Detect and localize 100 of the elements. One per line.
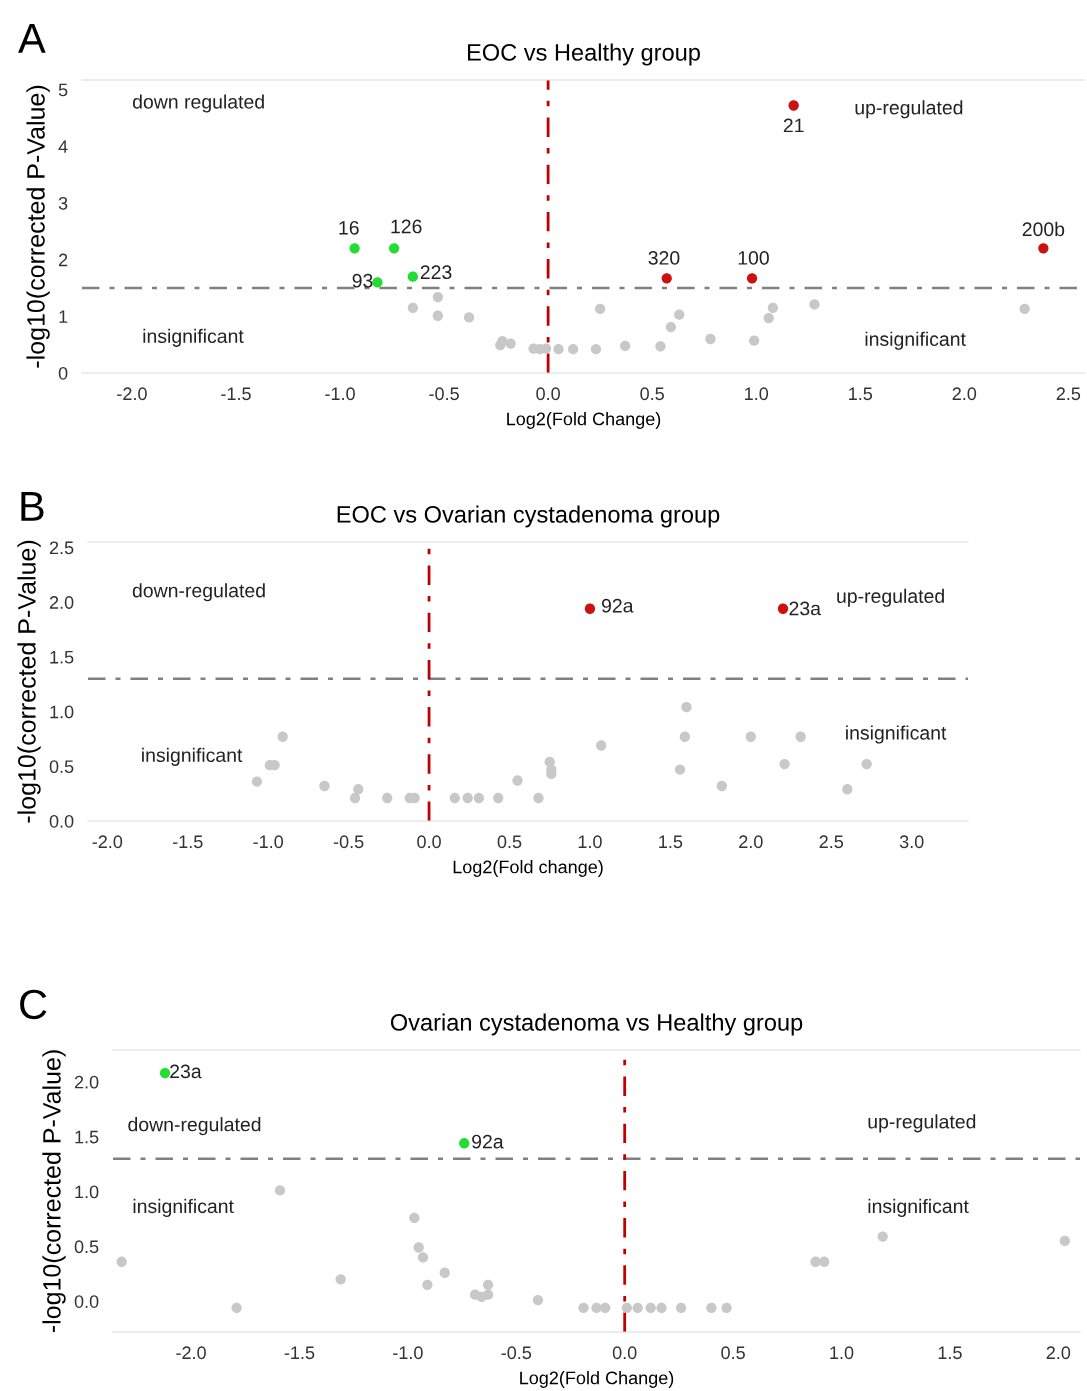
point bbox=[655, 341, 666, 352]
annotation: 93 bbox=[352, 273, 373, 288]
annotation: up-regulated bbox=[855, 100, 963, 119]
point bbox=[645, 1302, 656, 1314]
chart-title: EOC vs Ovarian cystadenoma group bbox=[337, 505, 720, 528]
point bbox=[578, 1302, 589, 1314]
annotation: 223 bbox=[420, 265, 452, 280]
x-tick-label: -2.0 bbox=[92, 835, 123, 849]
x-tick-label: -2.0 bbox=[117, 387, 147, 401]
annotation: insignificant bbox=[846, 725, 947, 744]
y-tick-label: 3 bbox=[58, 196, 68, 210]
x-tick-label: 0.5 bbox=[497, 835, 522, 849]
y-tick-label: 4 bbox=[58, 140, 68, 153]
point bbox=[1059, 1235, 1070, 1247]
point bbox=[788, 100, 799, 111]
annotation: 92a bbox=[472, 1134, 504, 1149]
point bbox=[277, 731, 288, 742]
y-tick-label: 1.5 bbox=[75, 1130, 99, 1144]
point bbox=[473, 792, 485, 804]
point bbox=[116, 1256, 127, 1267]
point bbox=[591, 1302, 602, 1314]
point bbox=[795, 731, 806, 742]
point bbox=[319, 780, 330, 792]
x-axis-title: Log2(Fold Change) bbox=[507, 412, 661, 429]
x-tick-label: -0.5 bbox=[333, 835, 364, 849]
point bbox=[679, 731, 691, 742]
point bbox=[432, 310, 443, 321]
y-tick-label: 0.5 bbox=[74, 1240, 99, 1254]
x-tick-label: -1.0 bbox=[325, 387, 355, 401]
x-tick-label: 1.5 bbox=[659, 835, 683, 849]
y-tick-label: 2.0 bbox=[74, 1075, 99, 1089]
annotation: 200b bbox=[1022, 221, 1065, 237]
x-tick-label: -1.0 bbox=[253, 835, 284, 849]
y-tick-label: 0.5 bbox=[49, 760, 74, 774]
point bbox=[439, 1267, 450, 1278]
point bbox=[349, 792, 361, 804]
point bbox=[861, 758, 872, 770]
point bbox=[231, 1302, 242, 1314]
point bbox=[716, 780, 728, 792]
point bbox=[422, 1279, 433, 1290]
y-axis-title: -log10(corrected P-Value) bbox=[26, 85, 50, 368]
annotation: up-regulated bbox=[868, 1114, 976, 1133]
point bbox=[621, 1302, 632, 1314]
point bbox=[779, 758, 790, 770]
x-tick-label: -1.5 bbox=[172, 835, 203, 849]
point bbox=[493, 792, 504, 804]
y-tick-label: 1 bbox=[59, 310, 68, 323]
point bbox=[409, 1212, 420, 1224]
point bbox=[706, 1302, 717, 1314]
point bbox=[675, 1302, 687, 1314]
point bbox=[809, 299, 820, 310]
x-tick-label: 1.0 bbox=[578, 835, 602, 849]
annotation: insignificant bbox=[133, 1198, 234, 1217]
point bbox=[674, 309, 685, 320]
point bbox=[567, 344, 579, 355]
x-tick-label: 1.5 bbox=[938, 1346, 962, 1360]
text: B bbox=[21, 492, 44, 521]
point bbox=[665, 321, 677, 333]
y-tick-label: 0.0 bbox=[49, 814, 74, 828]
x-tick-label: 0.5 bbox=[640, 387, 664, 401]
point bbox=[656, 1302, 667, 1314]
point bbox=[353, 784, 364, 795]
point bbox=[335, 1274, 346, 1285]
annotation: 320 bbox=[648, 251, 680, 265]
y-tick-label: 0.0 bbox=[74, 1295, 99, 1308]
point bbox=[462, 792, 473, 804]
point bbox=[777, 603, 789, 614]
point bbox=[382, 792, 393, 804]
x-tick-label: 2.0 bbox=[739, 835, 763, 849]
point bbox=[372, 277, 383, 288]
point bbox=[661, 273, 672, 284]
y-tick-label: 1.5 bbox=[50, 651, 74, 664]
point bbox=[767, 302, 779, 313]
point bbox=[497, 336, 508, 347]
point bbox=[482, 1289, 494, 1300]
x-tick-label: 2.5 bbox=[819, 835, 844, 849]
text: A bbox=[18, 24, 46, 53]
point bbox=[674, 764, 686, 775]
point bbox=[482, 1279, 494, 1290]
chart-title: Ovarian cystadenoma vs Healthy group bbox=[390, 1013, 803, 1036]
x-tick-label: 1.5 bbox=[849, 387, 873, 401]
annotation: 100 bbox=[738, 251, 769, 265]
x-tick-label: 2.0 bbox=[1046, 1346, 1071, 1360]
annotation: 92a bbox=[601, 598, 634, 613]
point bbox=[274, 1185, 286, 1196]
annotation: 23a bbox=[170, 1064, 202, 1079]
point bbox=[159, 1067, 171, 1079]
y-tick-label: 2.0 bbox=[49, 596, 74, 609]
point bbox=[705, 333, 716, 345]
point bbox=[590, 344, 602, 355]
point bbox=[596, 740, 607, 751]
x-tick-label: -1.5 bbox=[221, 387, 251, 401]
y-tick-label: 5 bbox=[58, 83, 68, 97]
point bbox=[619, 340, 631, 351]
x-tick-label: 1.0 bbox=[830, 1346, 854, 1360]
point bbox=[349, 243, 360, 254]
point bbox=[763, 312, 774, 324]
annotation: 16 bbox=[339, 220, 359, 235]
point bbox=[413, 1242, 424, 1253]
y-tick-label: 0 bbox=[58, 366, 68, 380]
